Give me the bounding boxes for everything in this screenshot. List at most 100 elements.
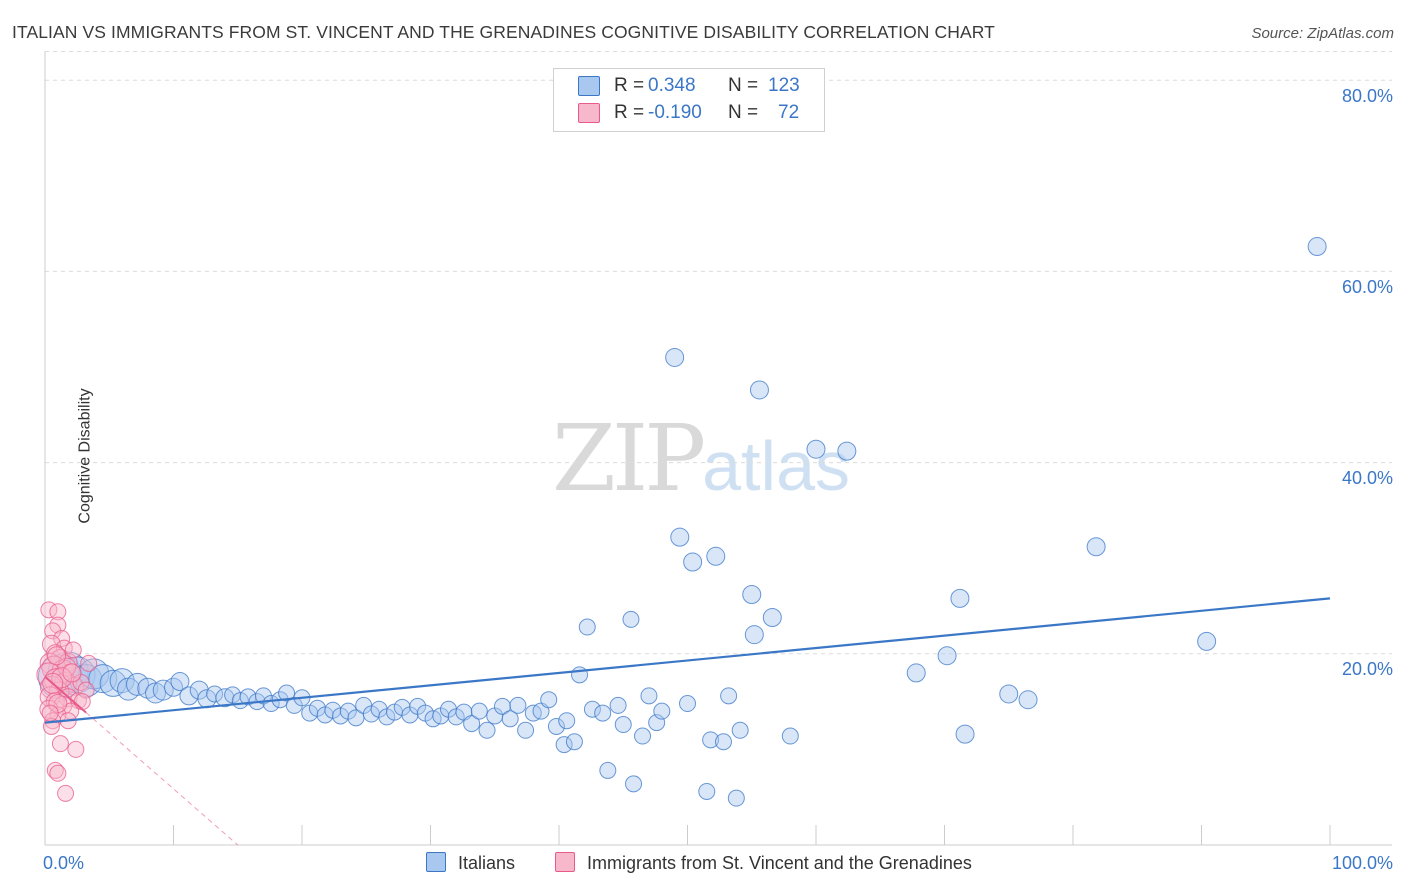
italians-point-76 <box>640 687 658 705</box>
immigrants-trend-line-solid <box>44 675 87 714</box>
legend-r-label: R = <box>614 75 645 96</box>
legend-r-value: 0.348 <box>648 75 696 96</box>
italians-point-88 <box>727 789 745 807</box>
italians-point-68 <box>583 700 601 718</box>
chart-title: ITALIAN VS IMMIGRANTS FROM ST. VINCENT A… <box>12 22 995 42</box>
italians-point-66 <box>571 666 589 684</box>
y-tick-label-80: 80.0% <box>1341 86 1393 106</box>
italians-point-93 <box>762 607 782 627</box>
immigrants-point-42 <box>47 646 67 666</box>
italians-point-98 <box>937 646 957 666</box>
italians-point-101 <box>999 684 1019 704</box>
italians-point-91 <box>744 625 764 645</box>
immigrants-point-45 <box>62 663 82 683</box>
italians-point-95 <box>806 439 826 459</box>
correlation-legend: R = 0.348 N = 123 R = -0.190 N = 72 <box>553 68 825 132</box>
immigrants-point-47 <box>41 704 59 722</box>
italians-point-64 <box>558 712 576 730</box>
legend-item-immigrants[interactable]: Immigrants from St. Vincent and the Gren… <box>555 852 972 874</box>
legend-n-value: 123 <box>768 75 800 96</box>
legend-item-italians[interactable]: Italians <box>426 852 515 874</box>
legend-swatch-italians <box>426 852 446 872</box>
legend-swatch-blue <box>578 75 600 96</box>
italians-point-67 <box>578 618 596 636</box>
y-axis-label: Cognitive Disability <box>76 388 94 524</box>
italians-point-52 <box>470 702 488 720</box>
legend-row-immigrants: R = -0.190 N = 72 <box>578 102 799 126</box>
italians-point-82 <box>683 552 703 572</box>
legend-row-italians: R = 0.348 N = 123 <box>578 75 800 99</box>
x-tick-label-0: 0.0% <box>43 853 85 873</box>
italians-point-80 <box>670 527 690 547</box>
italians-point-83 <box>698 782 716 800</box>
legend-r-value: -0.190 <box>648 102 702 123</box>
source-label: Source: ZipAtlas.com <box>1251 25 1394 42</box>
italians-point-65 <box>565 733 583 751</box>
italians-point-85 <box>706 546 726 566</box>
italians-point-94 <box>781 727 799 745</box>
immigrants-point-34 <box>49 764 67 782</box>
immigrants-point-40 <box>64 641 82 659</box>
italians-point-14 <box>170 672 190 692</box>
immigrants-point-38 <box>73 693 91 711</box>
italians-point-96 <box>837 441 857 461</box>
italians-point-74 <box>625 775 643 793</box>
immigrants-point-31 <box>51 735 69 753</box>
immigrants-point-37 <box>77 681 95 699</box>
italians-point-87 <box>720 687 738 705</box>
y-tick-label-20: 20.0% <box>1341 659 1393 679</box>
italians-point-72 <box>614 716 632 734</box>
immigrants-point-25 <box>39 699 59 719</box>
italians-point-71 <box>609 696 627 714</box>
italians-point-11 <box>145 682 167 704</box>
italians-point-56 <box>501 710 519 728</box>
italians-point-18 <box>206 685 224 703</box>
italians-point-69 <box>594 704 612 722</box>
italians-point-63 <box>555 736 573 754</box>
italians-point-27 <box>278 684 296 702</box>
italians-point-73 <box>622 610 640 628</box>
y-tick-label-60: 60.0% <box>1341 277 1393 297</box>
italians-point-99 <box>950 588 970 608</box>
italians-point-55 <box>493 697 511 715</box>
legend-r-label: R = <box>614 102 645 123</box>
legend-n-label: N = <box>728 102 759 123</box>
italians-point-70 <box>599 761 617 779</box>
italians-point-53 <box>478 721 496 739</box>
immigrants-trend-line-dashed <box>85 712 239 846</box>
legend-label-italians: Italians <box>458 853 516 873</box>
italians-point-61 <box>540 691 558 709</box>
immigrants-point-4 <box>53 630 71 648</box>
y-tick-label-40: 40.0% <box>1341 468 1393 488</box>
italians-point-81 <box>679 695 696 713</box>
italians-point-105 <box>1307 237 1327 257</box>
italians-trend-line <box>44 597 1331 724</box>
legend-swatch-immigrants <box>555 852 575 872</box>
italians-point-104 <box>1197 631 1217 651</box>
italians-point-79 <box>665 347 685 367</box>
italians-point-78 <box>653 702 671 720</box>
legend-label-immigrants: Immigrants from St. Vincent and the Gren… <box>587 853 972 873</box>
italians-point-103 <box>1086 537 1106 557</box>
italians-point-51 <box>463 715 481 733</box>
immigrants-point-1 <box>49 603 67 621</box>
immigrants-point-32 <box>67 740 85 758</box>
italians-point-102 <box>1018 690 1038 710</box>
immigrants-point-35 <box>57 784 75 802</box>
italians-point-100 <box>955 724 975 744</box>
legend-n-value: 72 <box>778 102 800 123</box>
italians-point-86 <box>714 733 732 751</box>
series-legend: Italians Immigrants from St. Vincent and… <box>0 852 1406 878</box>
immigrants-point-39 <box>80 654 98 672</box>
italians-point-89 <box>731 721 749 739</box>
italians-point-57 <box>509 696 527 714</box>
italians-point-92 <box>749 380 769 400</box>
legend-n-label: N = <box>728 75 759 96</box>
legend-swatch-pink <box>578 102 600 123</box>
italians-point-75 <box>634 727 652 745</box>
immigrants-point-33 <box>46 761 64 779</box>
italians-point-97 <box>906 663 926 683</box>
italians-point-84 <box>702 731 720 749</box>
italians-point-62 <box>547 717 565 735</box>
